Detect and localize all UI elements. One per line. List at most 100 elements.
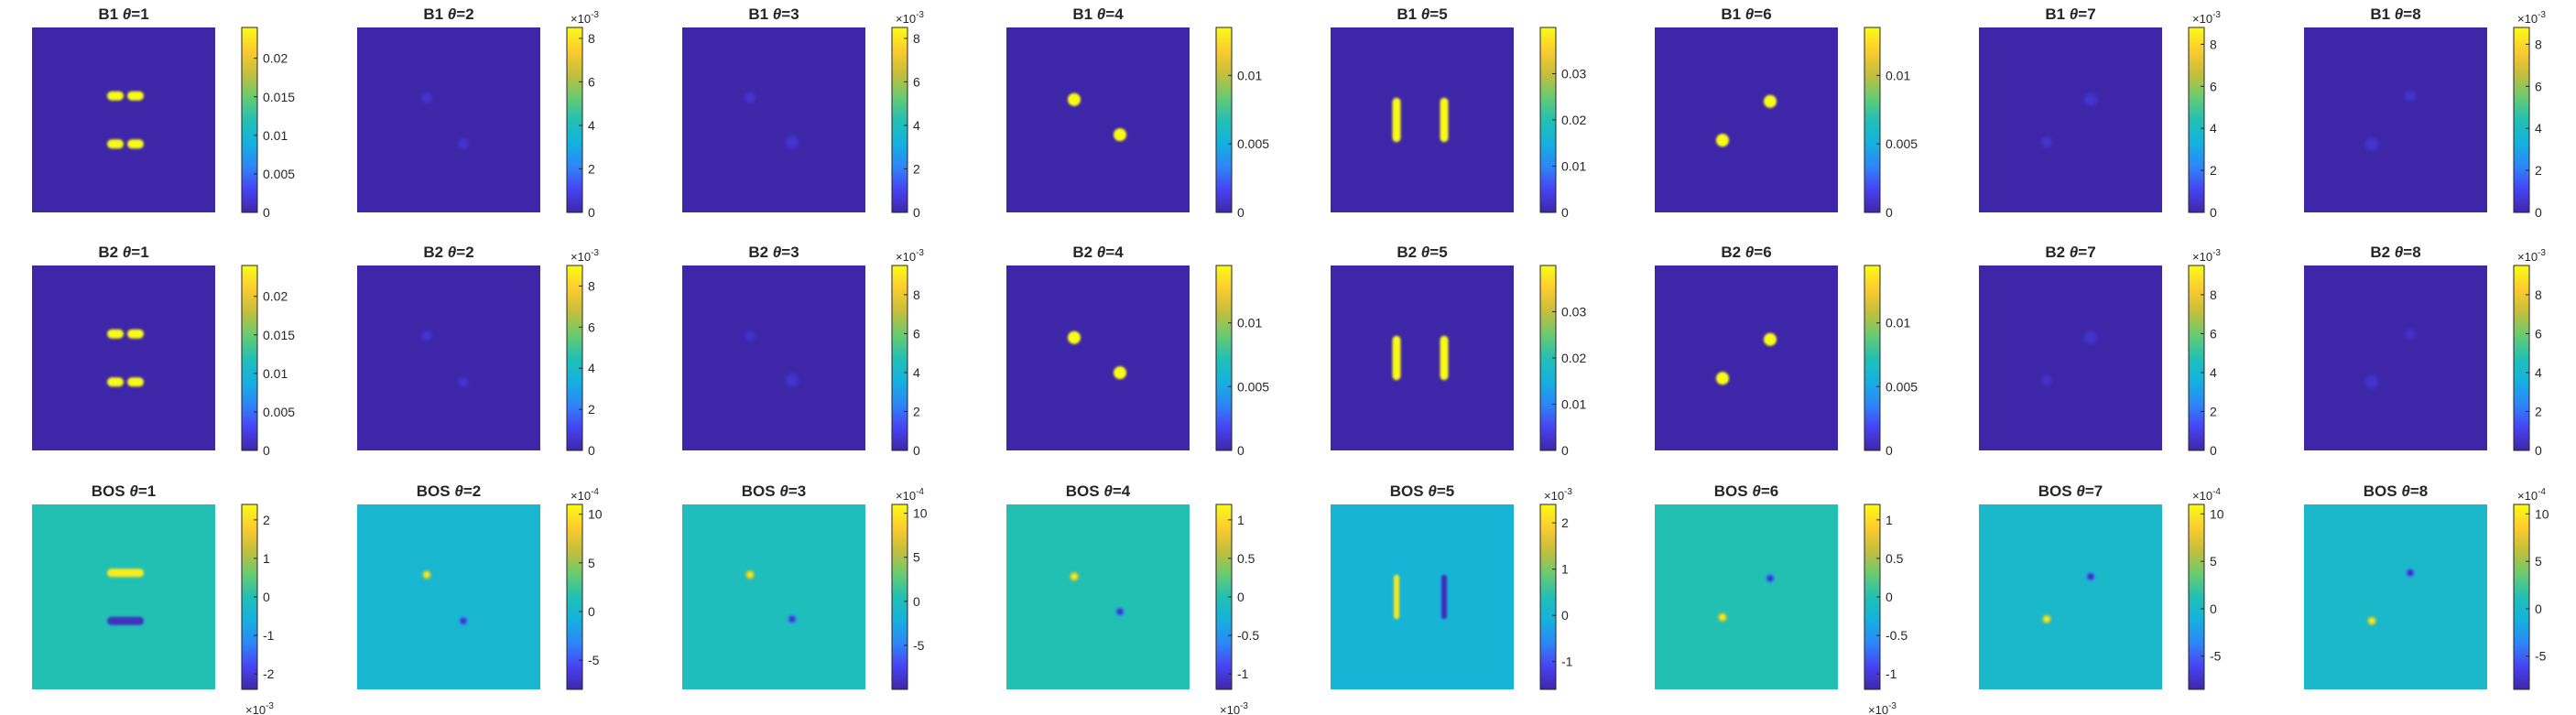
title-prefix: B1 bbox=[98, 5, 118, 23]
colorbar-exponent: ×10-3 bbox=[1868, 701, 1897, 715]
heatmap-spot bbox=[422, 331, 431, 341]
title-prefix: BOS bbox=[1714, 482, 1748, 500]
subplot-title: BOS θ=1 bbox=[92, 482, 156, 500]
colorbar-tick-label: 0 bbox=[1886, 590, 1893, 604]
title-prefix: B1 bbox=[2370, 5, 2390, 23]
heatmap-background bbox=[2304, 504, 2487, 689]
theta-symbol: θ bbox=[1424, 482, 1438, 500]
heatmap-spot bbox=[1718, 135, 1727, 145]
colorbar bbox=[566, 265, 583, 451]
colorbar bbox=[1215, 265, 1233, 451]
colorbar-tick-label: -1 bbox=[263, 628, 275, 643]
subplot-title: B1 θ=7 bbox=[2045, 5, 2095, 23]
colorbar-tick-label: 0 bbox=[1561, 608, 1569, 623]
colorbar bbox=[891, 504, 908, 690]
exponent-power: -3 bbox=[916, 248, 924, 258]
exponent-power: -4 bbox=[2212, 487, 2221, 497]
subplot-b2-2: B2 θ=2 0 2 4 6 8 ×10-3 bbox=[357, 244, 599, 458]
colorbar-tick-label: 10 bbox=[588, 507, 603, 522]
colorbar-tick-label: 8 bbox=[913, 287, 920, 302]
heatmap-spot bbox=[1766, 575, 1774, 581]
colorbar-tick-label: 2 bbox=[913, 404, 920, 418]
theta-value: =4 bbox=[1105, 244, 1124, 261]
colorbar-tick-label: -2 bbox=[263, 666, 275, 681]
colorbar-tick-label: 8 bbox=[2535, 287, 2542, 302]
colorbar-tick-label: 0.005 bbox=[1237, 379, 1269, 394]
colorbar-tick-label: 8 bbox=[2210, 37, 2217, 51]
theta-value: =2 bbox=[456, 244, 473, 261]
colorbar-tick-label: -1 bbox=[1237, 666, 1249, 681]
heatmap-spot bbox=[2407, 569, 2414, 576]
title-prefix: B1 bbox=[1721, 5, 1741, 23]
colorbar-tick-label: 0.005 bbox=[1886, 379, 1918, 394]
exponent-base: 10 bbox=[903, 12, 916, 26]
subplot-b1-6: B1 θ=6 0 0.005 0.01 bbox=[1655, 5, 1918, 220]
colorbar-tick-label: 2 bbox=[913, 161, 920, 176]
exponent-base: 10 bbox=[2200, 489, 2212, 503]
colorbar-tick-label: 0.01 bbox=[1886, 316, 1910, 330]
theta-symbol: θ bbox=[1741, 5, 1755, 23]
colorbar-tick-label: 0 bbox=[913, 205, 920, 220]
theta-value: =8 bbox=[2403, 5, 2420, 23]
exponent-base: 10 bbox=[578, 250, 591, 264]
subplot-title: B2 θ=6 bbox=[1721, 244, 1771, 261]
theta-symbol: θ bbox=[1748, 482, 1762, 500]
heatmap-background bbox=[32, 27, 215, 212]
exponent-times: × bbox=[245, 703, 253, 715]
exponent-base: 10 bbox=[2525, 250, 2538, 264]
colorbar bbox=[2188, 504, 2205, 690]
colorbar-tick-label: -5 bbox=[913, 638, 925, 653]
heatmap-spot bbox=[1070, 95, 1079, 104]
subplot-bos-4: BOS θ=4 -1 -0.5 0 0.5 1 ×10-3 bbox=[1006, 482, 1259, 715]
subplot-title: B2 θ=7 bbox=[2045, 244, 2095, 261]
heatmap-spot bbox=[788, 616, 796, 623]
subplot-title: B2 θ=1 bbox=[98, 244, 148, 261]
exponent-times: × bbox=[1868, 703, 1875, 715]
heatmap-background bbox=[682, 27, 865, 212]
exponent-base: 10 bbox=[578, 489, 591, 503]
heatmap-band bbox=[107, 569, 144, 578]
colorbar-tick-label: 0.015 bbox=[263, 328, 295, 342]
theta-value: =6 bbox=[1754, 244, 1771, 261]
colorbar-tick-label: 5 bbox=[2210, 554, 2217, 569]
exponent-power: -3 bbox=[591, 10, 599, 20]
colorbar-tick-label: 1 bbox=[1561, 562, 1569, 577]
colorbar-tick-label: 0 bbox=[2535, 601, 2542, 616]
colorbar-tick-label: 4 bbox=[588, 118, 595, 133]
colorbar-tick-label: 0 bbox=[263, 205, 270, 220]
subplot-title: B1 θ=1 bbox=[98, 5, 148, 23]
colorbar-tick-label: 0.01 bbox=[1561, 397, 1586, 412]
heatmap-spot bbox=[459, 139, 468, 148]
heatmap-spot bbox=[745, 93, 755, 103]
colorbar-tick-label: 5 bbox=[913, 550, 920, 565]
colorbar-tick-label: 2 bbox=[2210, 404, 2217, 418]
colorbar-exponent: ×10-3 bbox=[2517, 10, 2546, 26]
colorbar-exponent: ×10-4 bbox=[2192, 487, 2221, 503]
colorbar bbox=[1215, 27, 1233, 213]
heatmap-spot bbox=[423, 571, 430, 578]
heatmap-background bbox=[2304, 27, 2487, 212]
exponent-power: -3 bbox=[1888, 701, 1897, 711]
theta-value: =7 bbox=[2078, 5, 2095, 23]
colorbar-tick-label: 0 bbox=[263, 443, 270, 458]
exponent-times: × bbox=[1220, 703, 1227, 715]
heatmap-spot bbox=[746, 571, 754, 578]
colorbar-tick-label: 8 bbox=[2210, 287, 2217, 302]
subplot-b2-1: B2 θ=1 0 0.005 0.01 0.015 0.02 bbox=[32, 244, 295, 458]
colorbar-exponent: ×10-3 bbox=[571, 248, 599, 264]
theta-symbol: θ bbox=[2065, 5, 2079, 23]
theta-value: =5 bbox=[1429, 5, 1447, 23]
colorbar-tick-label: 1 bbox=[1237, 513, 1245, 527]
colorbar-tick-label: 0 bbox=[1561, 205, 1569, 220]
colorbar-tick-label: 2 bbox=[2210, 163, 2217, 178]
theta-value: =1 bbox=[138, 482, 156, 500]
colorbar-tick-label: 0.01 bbox=[263, 366, 288, 381]
heatmap-background bbox=[2304, 265, 2487, 450]
heatmap-spot bbox=[2042, 375, 2051, 385]
subplot-title: BOS θ=4 bbox=[1066, 482, 1131, 500]
subplot-title: BOS θ=2 bbox=[417, 482, 481, 500]
colorbar-exponent: ×10-3 bbox=[245, 701, 274, 715]
subplot-title: B2 θ=3 bbox=[748, 244, 799, 261]
exponent-base: 10 bbox=[903, 489, 916, 503]
